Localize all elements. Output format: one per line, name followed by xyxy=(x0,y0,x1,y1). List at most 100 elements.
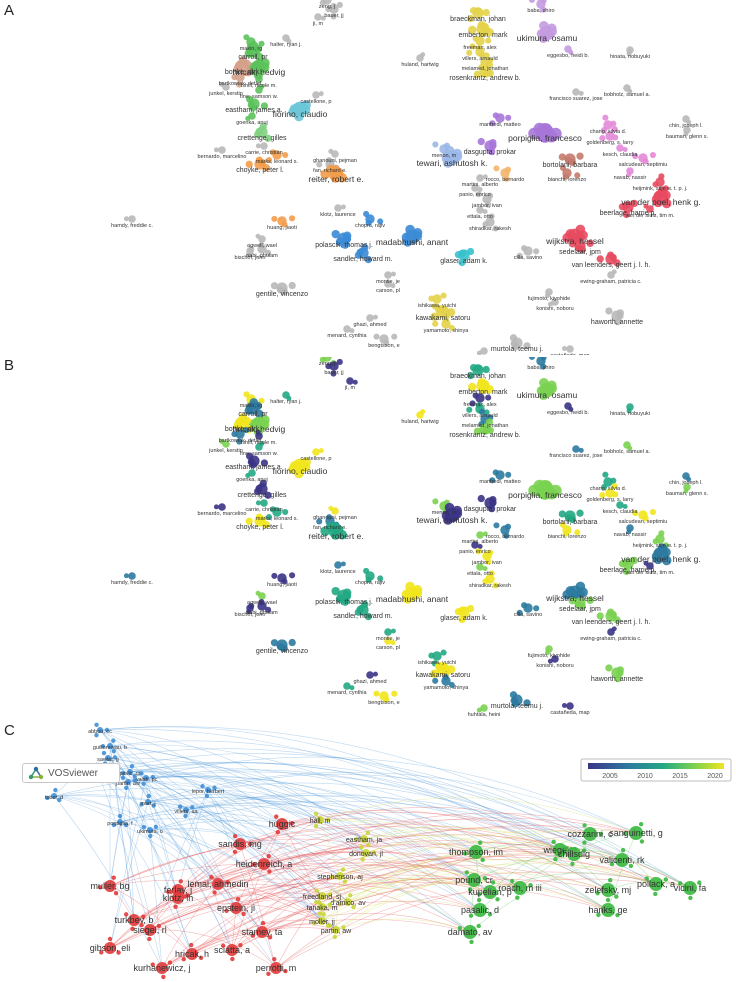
panel-b-node-label: jambor, ivan xyxy=(471,560,502,566)
panel-a-node xyxy=(477,187,483,192)
panel-c-node xyxy=(132,778,137,783)
panel-b-node xyxy=(312,448,320,456)
panel-c-node-label: stephenson, aj xyxy=(317,874,363,881)
panel-b-node xyxy=(611,626,617,632)
panel-b-node xyxy=(478,385,488,395)
panel-c-edge xyxy=(149,843,241,931)
panel-a-node xyxy=(365,219,372,226)
panel-c-node xyxy=(111,822,117,828)
panel-c-edge xyxy=(207,789,491,893)
panel-c-edge xyxy=(53,795,471,933)
panel-c-edge xyxy=(207,789,323,897)
colorbar-tick: 2010 xyxy=(637,773,653,780)
panel-b-node xyxy=(258,515,266,524)
panel-b-node-label: francisco suarez, jose xyxy=(549,453,602,459)
panel-c-edge xyxy=(149,820,475,881)
panel-a-node xyxy=(528,0,535,3)
panel-a-node-label: cilla, savino xyxy=(514,255,542,261)
panel-c-node xyxy=(274,814,279,819)
panel-c-edge xyxy=(97,761,657,885)
panel-a-node-label: porpiglia, francesco xyxy=(508,133,582,143)
colorbar-tick: 2005 xyxy=(602,773,618,780)
panel-a-node xyxy=(649,152,657,159)
panel-a-node-label: crettenge, gilles xyxy=(237,135,287,142)
panel-c-node-label: ukimura, o xyxy=(137,829,163,835)
panel-c-node xyxy=(111,875,116,880)
panel-c-edge xyxy=(145,776,521,889)
panel-c-node xyxy=(226,944,238,956)
panel-a-node xyxy=(458,249,467,257)
panel-c-edge xyxy=(109,825,637,949)
panel-c-node xyxy=(528,883,533,888)
panel-a-node-label: nabi, ghulam xyxy=(246,253,278,259)
panel-c-edge xyxy=(239,807,591,845)
colorbar-tick: 2015 xyxy=(672,773,688,780)
panel-a-node xyxy=(384,280,392,288)
panel-b-node-label: menard, cynthia xyxy=(327,690,367,696)
panel-c-edge xyxy=(177,817,637,899)
panel-c-node-label: turkbey, b xyxy=(115,915,154,925)
panel-a-node-label: sandler, howard m. xyxy=(333,256,392,263)
panel-a-node-label: heijmink, stijn w. t. p. j. xyxy=(633,186,688,192)
panel-b-node xyxy=(352,379,358,385)
panel-a-node xyxy=(661,198,672,209)
panel-c-edge xyxy=(127,781,367,854)
panel-a-node xyxy=(559,164,567,172)
panel-a-node-label: van der poel, henk g. xyxy=(621,197,700,207)
panel-c-node xyxy=(120,771,126,776)
panel-a-node xyxy=(467,14,475,23)
panel-c-edge xyxy=(161,875,341,969)
panel-b-node-label: bengtsson, e xyxy=(368,700,400,706)
panel-c-node xyxy=(147,936,152,942)
panel-c-node-label: huggic xyxy=(269,819,296,829)
panel-b-node xyxy=(476,707,482,713)
panel-a-node-label: marks, leonard s. xyxy=(256,159,299,165)
panel-b-node xyxy=(653,554,663,565)
panel-a-node-label: emberton, mark xyxy=(458,32,508,39)
panel-b-node xyxy=(458,615,466,624)
panel-a-node xyxy=(334,204,342,212)
panel-a-node xyxy=(468,25,477,35)
panel-c-edge xyxy=(149,800,623,861)
panel-a-node xyxy=(601,126,608,134)
panel-a-node-label: baba, shiro xyxy=(527,8,554,14)
panel-c-node-label: eastham, ja xyxy=(346,837,382,844)
panel-b-node xyxy=(601,483,608,491)
panel-c-node xyxy=(329,874,335,880)
panel-c-edge xyxy=(109,863,481,911)
panel-a-node xyxy=(474,7,482,15)
panel-a-node-label: glaser, adam k. xyxy=(440,258,488,265)
panel-c-edge xyxy=(147,771,637,834)
panel-c-node xyxy=(225,880,231,885)
panel-c-node-label: wiegel, t xyxy=(542,845,577,855)
panel-c-edge xyxy=(129,771,283,825)
panel-c-node-label: villers, aa xyxy=(174,809,198,815)
panel-a-node xyxy=(231,73,238,81)
panel-a-node xyxy=(242,59,252,69)
panel-a-node xyxy=(383,339,390,346)
panel-a-node xyxy=(568,240,577,248)
panel-c-node xyxy=(629,826,643,840)
panel-b-node xyxy=(242,427,250,434)
panel-b-node xyxy=(405,581,415,592)
panel-b-node xyxy=(565,514,573,522)
panel-c-node xyxy=(94,732,99,738)
panel-c-edge xyxy=(147,801,179,899)
panel-a-node xyxy=(331,229,340,239)
panel-b-node-label: klotz, laurence xyxy=(320,569,355,575)
panel-b-node xyxy=(472,392,479,399)
panel-a-node-label: bauman, glenn s. xyxy=(666,134,709,140)
panel-c-edge xyxy=(127,781,323,922)
panel-a-node xyxy=(349,328,355,334)
panel-b-node xyxy=(466,604,475,613)
panel-c-node-label: klotz, lh xyxy=(163,893,194,903)
panel-b-node-label: ghazi, ahmed xyxy=(353,679,386,685)
panel-c-node xyxy=(127,769,133,775)
panel-b-node xyxy=(377,575,384,582)
panel-a-node xyxy=(622,201,630,209)
panel-c-node xyxy=(270,962,282,974)
panel-b-node-label: melamed, jonathan xyxy=(462,423,509,429)
panel-c-node xyxy=(130,926,135,932)
panel-c-node xyxy=(256,926,268,938)
panel-b-node xyxy=(235,429,245,439)
